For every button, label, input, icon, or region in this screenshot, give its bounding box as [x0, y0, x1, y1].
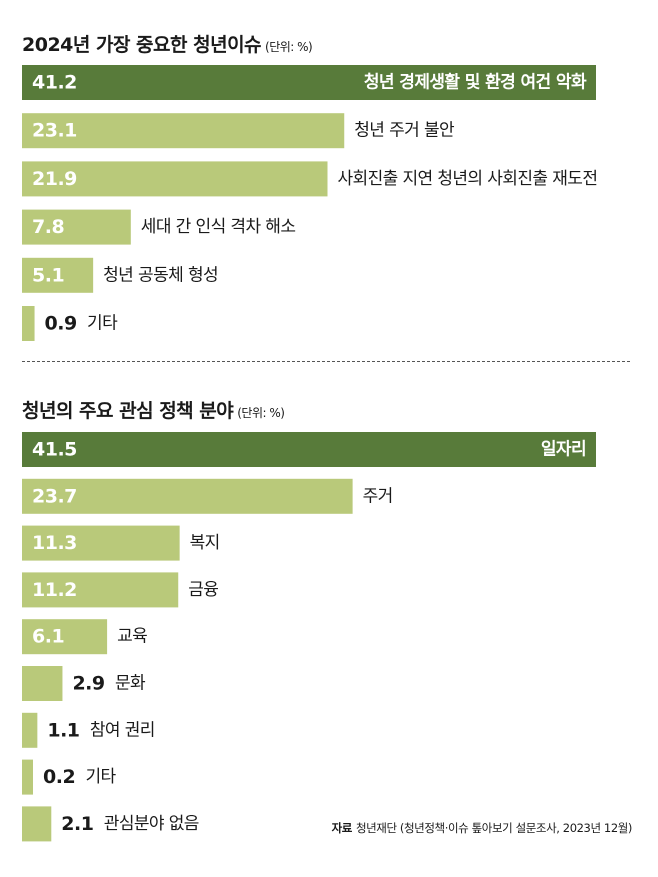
chart2-bar [22, 712, 38, 748]
chart1-value-label: 41.2 [32, 72, 77, 94]
section-divider [22, 361, 630, 362]
chart1-category-label: 세대 간 인식 격차 해소 [141, 217, 296, 237]
chart1-title: 2024년 가장 중요한 청년이슈 (단위: %) [22, 30, 313, 57]
chart1-bar [22, 113, 345, 149]
chart2-category-label: 금융 [188, 580, 218, 600]
chart2-category-label: 복지 [190, 533, 220, 553]
chart2-category-label: 문화 [115, 674, 146, 694]
chart2-category-label: 참여 권리 [90, 720, 155, 740]
source-note: 자료 청년재단 (청년정책·이슈 톺아보기 설문조사, 2023년 12월) [331, 820, 633, 836]
chart2-bar [22, 806, 52, 842]
chart1-title-text: 2024년 가장 중요한 청년이슈 [22, 34, 262, 56]
chart2-value-label: 11.3 [32, 532, 77, 554]
chart1-value-label: 5.1 [32, 264, 64, 286]
chart2-category-label: 기타 [86, 767, 117, 787]
chart2-bar [22, 432, 596, 467]
chart2-value-label: 6.1 [32, 626, 64, 648]
chart2-bar [22, 478, 353, 514]
chart1-category-label: 기타 [87, 314, 118, 334]
chart2-value-label: 1.1 [47, 719, 79, 741]
chart1-bar [22, 209, 131, 245]
chart1-bar [22, 257, 94, 293]
chart2-bar [22, 619, 108, 655]
chart1-category-label: 청년 경제생활 및 환경 여건 악화 [364, 72, 587, 93]
chart1-bar [22, 65, 596, 100]
source-label: 자료 [331, 821, 353, 835]
chart2-value-label: 23.7 [32, 485, 77, 507]
chart1-unit: (단위: %) [265, 40, 313, 54]
chart2-bar [22, 666, 63, 701]
chart1-value-label: 21.9 [32, 168, 77, 190]
source-text: 청년재단 (청년정책·이슈 톺아보기 설문조사, 2023년 12월) [355, 821, 632, 835]
chart2-value-label: 11.2 [32, 579, 77, 601]
chart1-category-label: 청년 주거 불안 [354, 121, 455, 141]
chart2-category-label: 관심분야 없음 [104, 814, 199, 834]
chart2-category-label: 일자리 [541, 440, 586, 460]
chart2-category-label: 주거 [363, 486, 393, 506]
chart2-category-label: 교육 [117, 627, 147, 647]
chart1-value-label: 23.1 [32, 120, 77, 142]
chart1-category-label: 청년 공동체 형성 [103, 265, 218, 285]
chart2-title-text: 청년의 주요 관심 정책 분야 [22, 400, 234, 422]
chart1-value-label: 0.9 [45, 313, 77, 335]
chart1-bar [22, 306, 35, 341]
chart2-value-label: 2.9 [72, 673, 104, 695]
chart2-value-label: 0.2 [43, 766, 75, 788]
chart2-value-label: 41.5 [32, 439, 77, 461]
chart2-title: 청년의 주요 관심 정책 분야 (단위: %) [22, 396, 285, 423]
chart2-bar [22, 525, 180, 561]
chart1-bar [22, 161, 328, 197]
chart2-value-label: 2.1 [61, 813, 93, 835]
chart2-unit: (단위: %) [237, 406, 285, 420]
chart2-bar [22, 572, 179, 608]
chart1-category-label: 사회진출 지연 청년의 사회진출 재도전 [338, 169, 598, 189]
chart1-value-label: 7.8 [32, 216, 64, 238]
chart2-bar [22, 759, 33, 795]
